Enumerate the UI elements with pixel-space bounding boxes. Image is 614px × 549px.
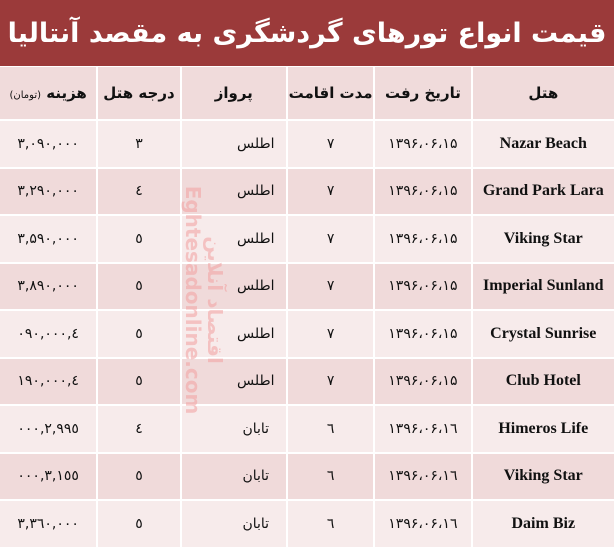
table-row: Imperial Sunland ۱۳۹۶،۰۶،۱۵ ۷ اطلس ٥ ۳,۸۹۰,۰۰… xyxy=(0,263,614,309)
cell-hotel: Club Hotel xyxy=(472,358,614,404)
cell-price: ٤,۱۹۰,۰۰۰ xyxy=(0,358,97,404)
header-price-label: هزینه xyxy=(46,84,87,102)
cell-date: ۱۳۹۶،۰۶،۱۵ xyxy=(375,358,471,404)
cell-hotel: Grand Park Lara xyxy=(472,168,614,214)
cell-date: ۱۳۹۶،۰۶،۱۵ xyxy=(375,216,471,262)
cell-stay: ٦ xyxy=(287,453,374,499)
cell-flight: اطلس xyxy=(181,358,286,404)
table-row: Viking Star ۱۳۹۶،۰۶،۱۵ ۷ اطلس ٥ ۳,۵۹۰,۰۰۰ xyxy=(0,216,614,262)
cell-stay: ٦ xyxy=(287,406,374,452)
cell-date: ۱۳۹۶،۰۶،۱۵ xyxy=(375,311,471,357)
cell-grade: ٥ xyxy=(98,311,180,357)
cell-grade: ٥ xyxy=(98,358,180,404)
cell-date: ۱۳۹۶،۰۶،۱٦ xyxy=(375,501,471,547)
table-row: Grand Park Lara ۱۳۹۶،۰۶،۱۵ ۷ اطلس ٤ ۳,۲۹۰,۰۰۰ xyxy=(0,168,614,214)
cell-flight: اطلس xyxy=(181,216,286,262)
cell-hotel: Daim Biz xyxy=(472,501,614,547)
page-title: قیمت انواع تورهای گردشگری به مقصد آنتالی… xyxy=(0,0,614,66)
table-row: Club Hotel ۱۳۹۶،۰۶،۱۵ ۷ اطلس ٥ ٤,۱۹۰,۰۰۰ xyxy=(0,358,614,404)
cell-grade: ٥ xyxy=(98,453,180,499)
tour-price-table: هتل تاریخ رفت مدت اقامت پرواز درجه هتل ه… xyxy=(0,65,614,549)
header-date: تاریخ رفت xyxy=(375,67,471,119)
cell-price: ٤,۰۹۰,۰۰۰ xyxy=(0,311,97,357)
cell-grade: ٤ xyxy=(98,168,180,214)
cell-date: ۱۳۹۶،۰۶،۱٦ xyxy=(375,453,471,499)
cell-flight: تابان xyxy=(181,453,286,499)
cell-price: ۲,۹۹٥,۰۰۰ xyxy=(0,406,97,452)
header-hotel: هتل xyxy=(472,67,614,119)
header-grade: درجه هتل xyxy=(98,67,180,119)
header-price-unit: (تومان) xyxy=(9,90,42,101)
cell-price: ۳,۱٥٥,۰۰۰ xyxy=(0,453,97,499)
cell-hotel: Viking Star xyxy=(472,453,614,499)
cell-hotel: Nazar Beach xyxy=(472,121,614,167)
cell-flight: اطلس xyxy=(181,121,286,167)
cell-hotel: Crystal Sunrise xyxy=(472,311,614,357)
cell-stay: ۷ xyxy=(287,358,374,404)
cell-price: ۳,۳٦۰,۰۰۰ xyxy=(0,501,97,547)
cell-flight: اطلس xyxy=(181,311,286,357)
header-price: هزینه (تومان) xyxy=(0,67,97,119)
header-flight: پرواز xyxy=(181,67,286,119)
table-row: Himeros Life ۱۳۹۶،۰۶،۱٦ ٦ تابان ٤ ۲,۹۹٥,۰۰۰ xyxy=(0,406,614,452)
header-row: هتل تاریخ رفت مدت اقامت پرواز درجه هتل ه… xyxy=(0,67,614,119)
table-row: Daim Biz ۱۳۹۶،۰۶،۱٦ ٦ تابان ٥ ۳,۳٦۰,۰۰۰ xyxy=(0,501,614,547)
cell-stay: ۷ xyxy=(287,311,374,357)
header-stay: مدت اقامت xyxy=(287,67,374,119)
cell-price: ۳,۰۹۰,۰۰۰ xyxy=(0,121,97,167)
cell-date: ۱۳۹۶،۰۶،۱۵ xyxy=(375,168,471,214)
cell-grade: ٥ xyxy=(98,501,180,547)
cell-hotel: Viking Star xyxy=(472,216,614,262)
table-row: Nazar Beach ۱۳۹۶،۰۶،۱۵ ۷ اطلس ۳ ۳,۰۹۰,۰۰۰ xyxy=(0,121,614,167)
table-row: Viking Star ۱۳۹۶،۰۶،۱٦ ٦ تابان ٥ ۳,۱٥٥,۰۰۰ xyxy=(0,453,614,499)
cell-hotel: Himeros Life xyxy=(472,406,614,452)
cell-grade: ۳ xyxy=(98,121,180,167)
cell-price: ۳,۸۹۰,۰۰۰ xyxy=(0,263,97,309)
cell-grade: ٤ xyxy=(98,406,180,452)
cell-grade: ٥ xyxy=(98,263,180,309)
table-row: Crystal Sunrise ۱۳۹۶،۰۶،۱۵ ۷ اطلس ٥ ٤,۰۹۰,۰۰۰ xyxy=(0,311,614,357)
cell-hotel: Imperial Sunland xyxy=(472,263,614,309)
cell-stay: ۷ xyxy=(287,168,374,214)
cell-stay: ٦ xyxy=(287,501,374,547)
cell-stay: ۷ xyxy=(287,263,374,309)
cell-date: ۱۳۹۶،۰۶،۱۵ xyxy=(375,121,471,167)
cell-date: ۱۳۹۶،۰۶،۱٦ xyxy=(375,406,471,452)
cell-stay: ۷ xyxy=(287,121,374,167)
cell-stay: ۷ xyxy=(287,216,374,262)
cell-flight: تابان xyxy=(181,406,286,452)
cell-date: ۱۳۹۶،۰۶،۱۵ xyxy=(375,263,471,309)
cell-flight: تابان xyxy=(181,501,286,547)
cell-price: ۳,۵۹۰,۰۰۰ xyxy=(0,216,97,262)
cell-price: ۳,۲۹۰,۰۰۰ xyxy=(0,168,97,214)
cell-grade: ٥ xyxy=(98,216,180,262)
cell-flight: اطلس xyxy=(181,168,286,214)
cell-flight: اطلس xyxy=(181,263,286,309)
